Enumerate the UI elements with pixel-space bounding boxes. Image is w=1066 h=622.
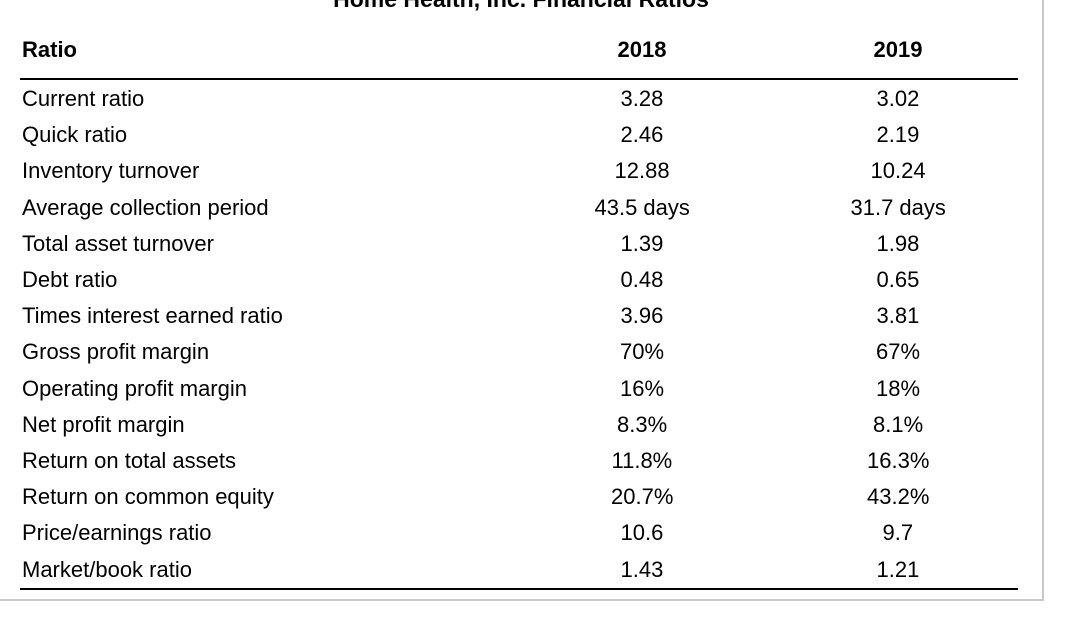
cell-value: 16.3% [867,448,930,473]
column-header: Ratio [22,37,77,62]
cell-value: 1.98 [876,230,920,256]
cell-value: 1.43 [620,556,664,582]
cell-value: 3.02 [876,86,920,111]
cell-value: 43.2% [867,484,930,510]
cell-value: 10.24 [870,158,926,184]
cell-value: 1.39 [620,230,664,256]
cell-value: 43.5 days [594,194,690,220]
header-rule [20,78,1018,80]
row-label: Price/earnings ratio [22,520,212,546]
row-label: Times interest earned ratio [22,303,283,329]
row-label: Inventory turnover [22,158,200,184]
row-label: Return on common equity [22,484,274,510]
cell-value: 18% [876,375,921,401]
cell-value: 8.1% [873,411,924,437]
cell-value: 1.21 [876,556,920,582]
cell-value: 0.65 [876,267,920,292]
cell-value: 3.28 [620,86,664,111]
cell-value: 16% [620,375,665,401]
row-label: Quick ratio [22,122,128,148]
cell-value: 0.48 [620,267,664,292]
cell-value: 20.7% [611,484,674,510]
row-label: Total asset turnover [22,230,214,256]
cell-value: 2.46 [620,122,664,148]
cell-value: 12.88 [614,158,670,184]
cell-value: 2.19 [876,122,920,148]
cell-value: 9.7 [882,520,914,546]
row-label: Debt ratio [22,267,118,292]
cell-value: 31.7 days [850,194,946,220]
cell-value: 70% [620,339,665,365]
row-label: Gross profit margin [22,339,210,365]
row-label: Average collection period [22,194,269,220]
cell-value: 8.3% [617,411,668,437]
column-header: 2019 [873,37,923,62]
cell-value: 11.8% [611,448,673,473]
row-label: Net profit margin [22,411,185,437]
row-label: Current ratio [22,86,145,111]
cell-value: 10.6 [620,520,664,546]
row-label: Operating profit margin [22,375,247,401]
row-label: Return on total assets [22,448,237,473]
row-label: Market/book ratio [22,556,192,582]
cell-value: 3.96 [620,303,664,329]
cell-value: 3.81 [876,303,920,329]
column-header: 2018 [617,37,667,62]
frame: Home Health, Inc. Financial Ratios Ratio… [0,0,1044,601]
cell-value: 67% [876,339,921,365]
table-title: Home Health, Inc. Financial Ratios [0,0,1042,13]
bottom-rule [20,588,1018,590]
